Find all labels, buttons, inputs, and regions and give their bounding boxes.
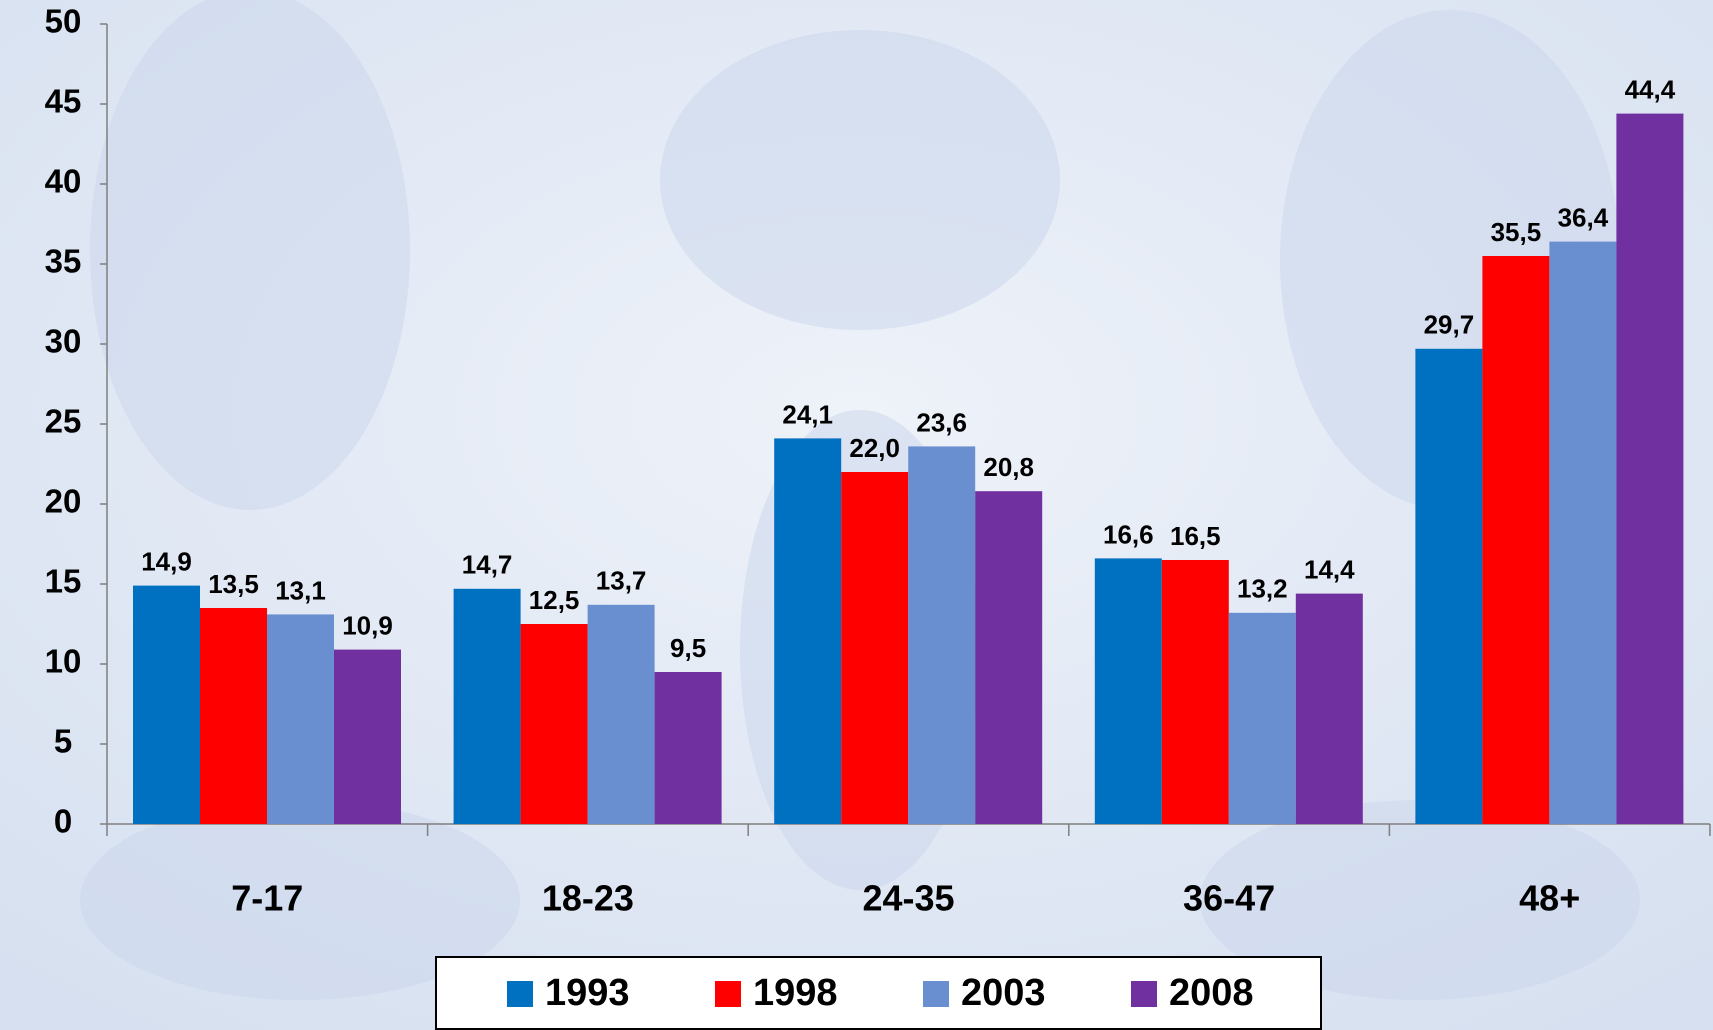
bar [1482,256,1549,824]
y-tick-label: 50 [45,3,82,40]
bar [1229,613,1296,824]
value-label: 16,6 [1103,519,1154,549]
value-label: 14,4 [1304,554,1355,584]
value-label: 35,5 [1491,217,1542,247]
value-label: 23,6 [916,407,967,437]
legend-marker [507,981,533,1007]
value-label: 13,7 [596,566,647,596]
y-tick-label: 45 [45,83,82,120]
y-tick-label: 0 [54,803,72,840]
y-tick-label: 40 [45,163,82,200]
bar [1296,594,1363,824]
bar [841,472,908,824]
legend-label: 1998 [753,972,838,1014]
bar [908,446,975,824]
value-label: 13,1 [275,575,326,605]
value-label: 9,5 [670,633,706,663]
legend-label: 1993 [545,972,630,1014]
legend-label: 2008 [1169,972,1254,1014]
value-label: 36,4 [1558,202,1609,232]
y-tick-label: 30 [45,323,82,360]
y-tick-label: 20 [45,483,82,520]
chart: 0 5 10 15 20 25 30 35 40 45 50 7-17 14,9 13,5 13,1 10,9… [0,0,1713,1030]
bar [521,624,588,824]
x-tick-label: 36-47 [1183,878,1275,919]
y-tick-label: 10 [45,643,82,680]
value-label: 24,1 [782,399,833,429]
value-label: 20,8 [983,452,1034,482]
bar [1415,349,1482,824]
bar [588,605,655,824]
x-tick-label: 18-23 [542,878,634,919]
y-tick-label: 25 [45,403,82,440]
bar [334,650,401,824]
value-label: 14,7 [462,550,513,580]
x-tick-label: 7-17 [231,878,303,919]
value-label: 14,9 [141,546,192,576]
bar [454,589,521,824]
bar [1549,242,1616,824]
bar [267,614,334,824]
value-label: 29,7 [1424,310,1475,340]
value-label: 13,2 [1237,574,1288,604]
page: 0 5 10 15 20 25 30 35 40 45 50 7-17 14,9 13,5 13,1 10,9… [0,0,1713,1030]
x-tick-label: 48+ [1519,878,1580,919]
bar [975,491,1042,824]
bar [1616,114,1683,824]
legend-marker [923,981,949,1007]
bar [133,586,200,824]
legend-marker [1131,981,1157,1007]
y-tick-label: 5 [54,723,72,760]
value-label: 10,9 [342,610,393,640]
bar [655,672,722,824]
value-label: 44,4 [1625,74,1676,104]
bar [1162,560,1229,824]
bar [1095,558,1162,824]
y-tick-label: 15 [45,563,82,600]
value-label: 13,5 [208,569,259,599]
bar [774,438,841,824]
value-label: 12,5 [529,585,580,615]
value-label: 22,0 [849,433,900,463]
bar [200,608,267,824]
legend-label: 2003 [961,972,1046,1014]
legend-marker [715,981,741,1007]
x-tick-label: 24-35 [862,878,954,919]
value-label: 16,5 [1170,521,1221,551]
y-tick-label: 35 [45,243,82,280]
